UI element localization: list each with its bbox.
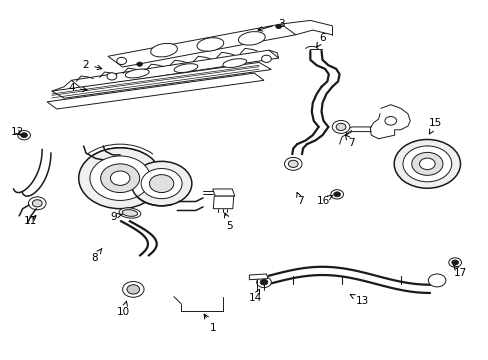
Polygon shape: [213, 196, 233, 209]
Circle shape: [149, 175, 173, 193]
Text: 7: 7: [345, 135, 354, 148]
Circle shape: [122, 282, 144, 297]
Circle shape: [284, 157, 302, 170]
Circle shape: [101, 164, 140, 193]
Circle shape: [137, 62, 142, 66]
Text: 8: 8: [91, 248, 102, 263]
Circle shape: [107, 73, 117, 80]
Circle shape: [288, 160, 298, 167]
Circle shape: [117, 57, 126, 64]
Circle shape: [127, 285, 140, 294]
Circle shape: [79, 148, 161, 209]
Text: 15: 15: [428, 118, 441, 134]
Circle shape: [448, 258, 461, 267]
Text: 3: 3: [258, 19, 284, 31]
Text: 12: 12: [11, 127, 24, 137]
Text: 7: 7: [296, 193, 303, 206]
Circle shape: [260, 279, 267, 285]
Text: 11: 11: [24, 216, 38, 225]
Circle shape: [331, 121, 349, 134]
Text: 14: 14: [248, 289, 261, 303]
Text: 17: 17: [452, 265, 466, 278]
Ellipse shape: [223, 59, 246, 67]
Text: 5: 5: [224, 213, 233, 231]
Circle shape: [275, 24, 281, 29]
Ellipse shape: [122, 210, 137, 216]
Circle shape: [451, 260, 458, 265]
Circle shape: [256, 277, 271, 288]
Circle shape: [28, 197, 46, 210]
Ellipse shape: [150, 44, 177, 57]
Circle shape: [419, 158, 434, 170]
Circle shape: [90, 156, 150, 201]
Ellipse shape: [197, 38, 224, 51]
Circle shape: [20, 133, 27, 138]
Text: 2: 2: [82, 59, 102, 69]
Ellipse shape: [119, 208, 141, 218]
Circle shape: [335, 123, 345, 131]
Polygon shape: [71, 50, 278, 88]
Circle shape: [427, 274, 445, 287]
Circle shape: [261, 55, 271, 62]
Text: 16: 16: [316, 195, 332, 206]
Circle shape: [402, 146, 451, 182]
Text: 10: 10: [117, 301, 130, 317]
Circle shape: [141, 168, 182, 199]
Polygon shape: [212, 189, 234, 196]
Circle shape: [411, 152, 442, 175]
Text: 1: 1: [203, 314, 216, 333]
Polygon shape: [47, 73, 264, 109]
Text: 4: 4: [68, 83, 87, 93]
Ellipse shape: [174, 64, 198, 72]
Ellipse shape: [125, 69, 149, 78]
Circle shape: [110, 171, 130, 185]
Circle shape: [333, 192, 340, 197]
Text: 13: 13: [349, 294, 368, 306]
Circle shape: [384, 117, 396, 125]
Polygon shape: [249, 274, 267, 280]
Polygon shape: [108, 24, 295, 67]
Circle shape: [131, 161, 191, 206]
Circle shape: [18, 131, 30, 140]
Circle shape: [32, 200, 42, 207]
Ellipse shape: [238, 32, 264, 45]
Circle shape: [330, 190, 343, 199]
Polygon shape: [52, 62, 271, 98]
Text: 6: 6: [316, 33, 325, 47]
Text: 9: 9: [110, 212, 122, 221]
Circle shape: [393, 139, 460, 188]
